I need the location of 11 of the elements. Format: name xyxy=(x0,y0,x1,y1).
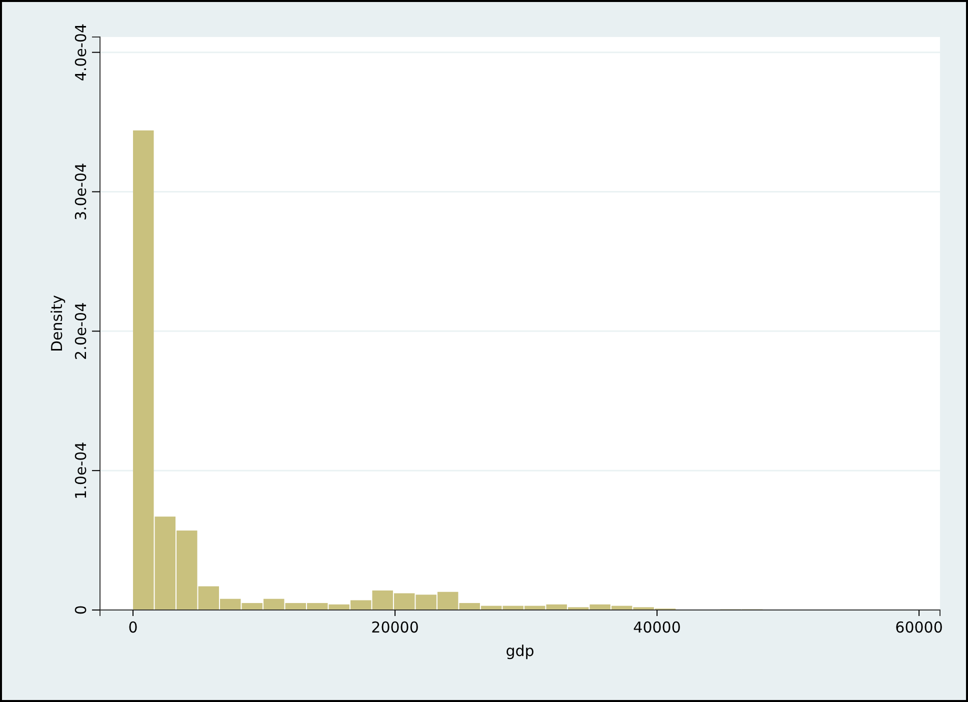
y-tick-label: 2.0e-04 xyxy=(72,302,90,360)
y-tick-label: 0 xyxy=(72,605,90,615)
y-tick-label: 3.0e-04 xyxy=(72,162,90,221)
x-tick-label: 0 xyxy=(128,618,138,636)
x-tick-label: 60000 xyxy=(895,618,943,636)
x-tick-label: 20000 xyxy=(371,618,419,636)
y-tick-label: 4.0e-04 xyxy=(72,24,90,82)
y-tick-label: 1.0e-04 xyxy=(72,442,90,500)
y-axis-title: Density xyxy=(48,294,66,352)
x-tick-label: 40000 xyxy=(633,618,681,636)
x-axis-title: gdp xyxy=(506,642,534,660)
